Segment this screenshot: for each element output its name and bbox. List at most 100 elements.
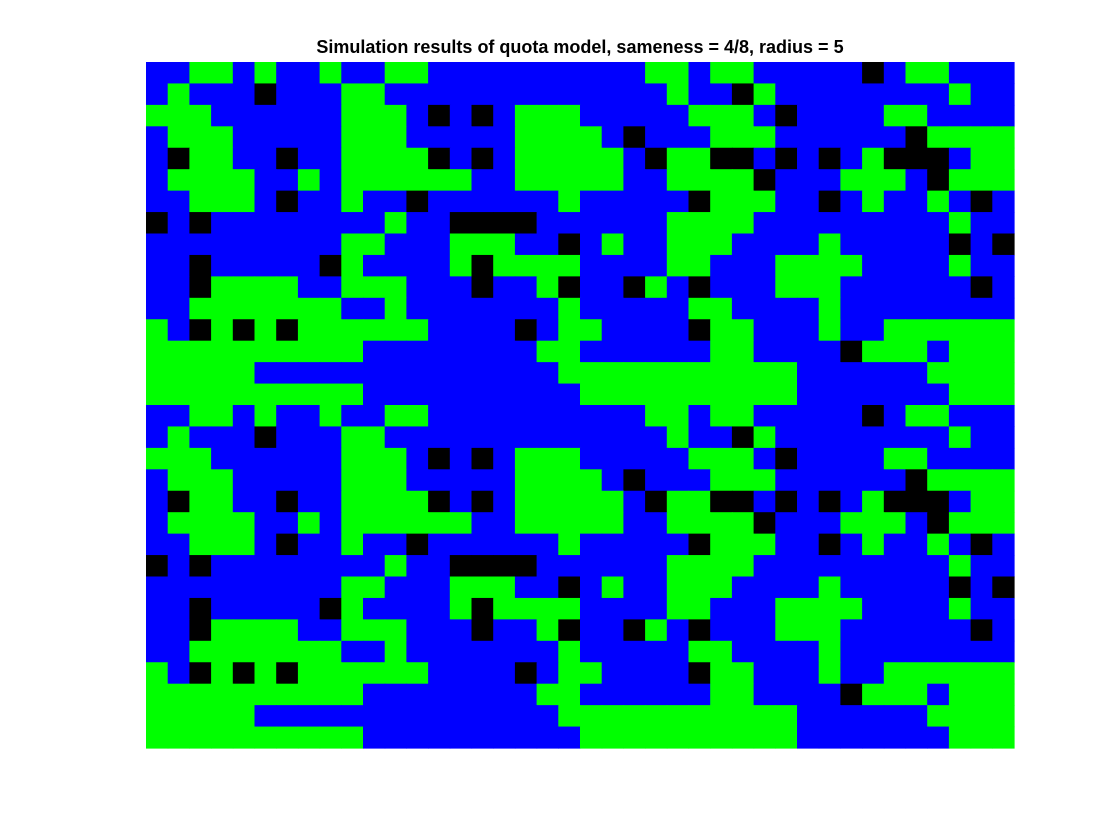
heatmap-cell	[536, 469, 559, 492]
heatmap-cell	[840, 233, 863, 256]
heatmap-cell	[363, 297, 386, 320]
heatmap-cell	[948, 640, 972, 663]
heatmap-cell	[536, 512, 559, 535]
heatmap-cell	[276, 340, 299, 363]
heatmap-cell	[905, 276, 928, 299]
heatmap-cell	[797, 383, 820, 406]
heatmap-cell	[146, 576, 169, 599]
heatmap-cell	[775, 83, 798, 106]
heatmap-cell	[276, 597, 299, 620]
heatmap-cell	[471, 555, 494, 578]
heatmap-cell	[731, 297, 755, 320]
heatmap-cell	[297, 254, 321, 277]
heatmap-cell	[818, 469, 841, 492]
heatmap-cell	[189, 319, 212, 342]
heatmap-cell	[710, 254, 733, 277]
heatmap-cell	[797, 126, 820, 149]
heatmap-cell	[167, 362, 190, 385]
heatmap-cell	[623, 683, 646, 706]
heatmap-cell	[493, 362, 516, 385]
heatmap-cell	[688, 555, 711, 578]
heatmap-cell	[558, 447, 581, 470]
heatmap-cell	[731, 126, 755, 149]
heatmap-cell	[862, 705, 885, 728]
heatmap-cell	[146, 362, 169, 385]
heatmap-cell	[862, 490, 885, 513]
heatmap-cell	[645, 405, 668, 428]
heatmap-cell	[580, 683, 603, 706]
heatmap-cell	[189, 297, 212, 320]
heatmap-cell	[384, 576, 407, 599]
heatmap-cell	[146, 319, 169, 342]
heatmap-cell	[710, 169, 733, 192]
heatmap-cell	[623, 597, 646, 620]
heatmap-cell	[753, 104, 776, 127]
heatmap-cell	[970, 447, 993, 470]
heatmap-cell	[645, 254, 668, 277]
heatmap-cell	[341, 576, 364, 599]
heatmap-cell	[797, 254, 820, 277]
heatmap-cell	[688, 576, 711, 599]
heatmap-cell	[797, 705, 820, 728]
heatmap-cell	[905, 662, 928, 685]
heatmap-cell	[514, 212, 538, 235]
heatmap-cell	[905, 726, 928, 749]
heatmap-cell	[167, 254, 190, 277]
heatmap-cell	[341, 147, 364, 170]
heatmap-cell	[883, 190, 907, 213]
heatmap-cell	[645, 512, 668, 535]
heatmap-cell	[601, 147, 624, 170]
heatmap-cell	[558, 705, 581, 728]
heatmap-cell	[753, 469, 776, 492]
heatmap-cell	[211, 126, 234, 149]
heatmap-cell	[146, 726, 169, 749]
heatmap-cell	[297, 726, 321, 749]
heatmap-cell	[688, 705, 711, 728]
heatmap-cell	[146, 276, 169, 299]
heatmap-cell	[601, 597, 624, 620]
heatmap-cell	[363, 340, 386, 363]
heatmap-cell	[167, 147, 190, 170]
heatmap-cell	[970, 83, 993, 106]
heatmap-cell	[666, 512, 690, 535]
heatmap-cell	[449, 490, 473, 513]
heatmap-cell	[862, 190, 885, 213]
heatmap-cell	[645, 469, 668, 492]
heatmap-cell	[536, 276, 559, 299]
heatmap-cell	[883, 662, 907, 685]
heatmap-cell	[905, 447, 928, 470]
heatmap-cell	[775, 147, 798, 170]
heatmap-cell	[341, 126, 364, 149]
heatmap-cell	[514, 362, 538, 385]
heatmap-cell	[688, 533, 711, 556]
heatmap-cell	[319, 662, 342, 685]
heatmap-cell	[992, 726, 1015, 749]
heatmap-cell	[146, 169, 169, 192]
heatmap-cell	[666, 254, 690, 277]
heatmap-cell	[623, 147, 646, 170]
heatmap-cell	[645, 533, 668, 556]
heatmap-cell	[493, 319, 516, 342]
heatmap-cell	[406, 469, 429, 492]
heatmap-cell	[688, 212, 711, 235]
heatmap-cell	[927, 405, 950, 428]
heatmap-cell	[536, 705, 559, 728]
heatmap-cell	[297, 340, 321, 363]
heatmap-cell	[536, 683, 559, 706]
heatmap-cell	[666, 726, 690, 749]
heatmap-cell	[731, 683, 755, 706]
heatmap-cell	[536, 405, 559, 428]
heatmap-cell	[536, 619, 559, 642]
heatmap-cell	[406, 533, 429, 556]
heatmap-cell	[862, 62, 885, 85]
heatmap-cell	[753, 405, 776, 428]
heatmap-cell	[363, 104, 386, 127]
heatmap-cell	[471, 147, 494, 170]
heatmap-cell	[297, 469, 321, 492]
heatmap-cell	[254, 447, 277, 470]
heatmap-cell	[840, 147, 863, 170]
heatmap-cell	[797, 555, 820, 578]
heatmap-cell	[319, 362, 342, 385]
heatmap-cell	[493, 383, 516, 406]
heatmap-cell	[731, 276, 755, 299]
